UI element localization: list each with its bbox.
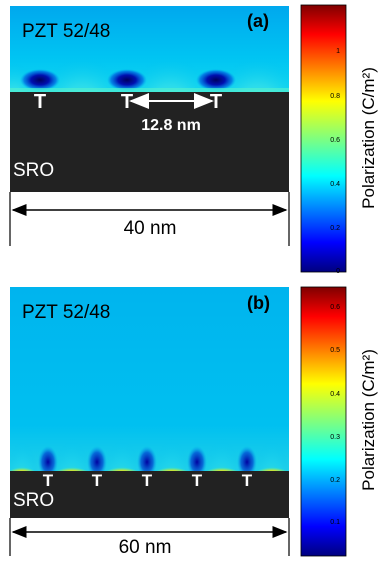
- colorbar-a: [300, 4, 347, 273]
- panel-label-b: (b): [247, 293, 270, 313]
- dislocation-symbol: T: [192, 471, 203, 490]
- panel-b: PZT 52/48 (b) SRO T T T T T 60 nm 0.1 0.…: [9, 286, 378, 558]
- width-label-a: 40 nm: [124, 218, 177, 239]
- polarization-map-a: [10, 6, 289, 92]
- polarization-map-b: [10, 287, 289, 471]
- dislocation-spacing-label: 12.8 nm: [141, 117, 201, 134]
- width-label-b: 60 nm: [119, 537, 172, 558]
- colorbar-tick: 0.6: [330, 304, 340, 311]
- colorbar-ticks-a: 0 0.2 0.4 0.6 0.8 1: [330, 48, 340, 275]
- colorbar-tick: 0.5: [330, 347, 340, 354]
- colorbar-tick: 0.6: [330, 137, 340, 144]
- dislocation-symbol: T: [34, 91, 46, 113]
- colorbar-title-a: Polarization (C/m²): [359, 67, 378, 209]
- dislocation-symbol: T: [43, 471, 54, 490]
- colorbar-tick: 0.2: [330, 225, 340, 232]
- colorbar-tick: 0.2: [330, 477, 340, 484]
- substrate-b: [10, 471, 289, 518]
- panel-a: PZT 52/48 (a) SRO T T T 12.8 nm 40 nm 0 …: [9, 4, 378, 275]
- colorbar-title-b: Polarization (C/m²): [359, 349, 378, 491]
- colorbar-tick: 0.4: [330, 391, 340, 398]
- colorbar-tick: 0.1: [330, 519, 340, 526]
- material-label-a: PZT 52/48: [22, 21, 110, 42]
- colorbar-tick: 0: [336, 268, 340, 275]
- colorbar-tick: 0.4: [330, 181, 340, 188]
- material-label-b: PZT 52/48: [22, 302, 110, 323]
- panel-label-a: (a): [247, 11, 269, 31]
- substrate-label-a: SRO: [13, 160, 54, 181]
- colorbar-tick: 0.3: [330, 434, 340, 441]
- dislocation-symbol: T: [242, 471, 253, 490]
- substrate-label-b: SRO: [13, 490, 54, 511]
- dislocation-symbol: T: [92, 471, 103, 490]
- colorbar-ticks-b: 0.1 0.2 0.3 0.4 0.5 0.6: [330, 304, 340, 526]
- colorbar-b: [300, 286, 347, 557]
- dislocation-symbol: T: [142, 471, 153, 490]
- colorbar-tick: 0.8: [330, 93, 340, 100]
- colorbar-tick: 1: [336, 48, 340, 55]
